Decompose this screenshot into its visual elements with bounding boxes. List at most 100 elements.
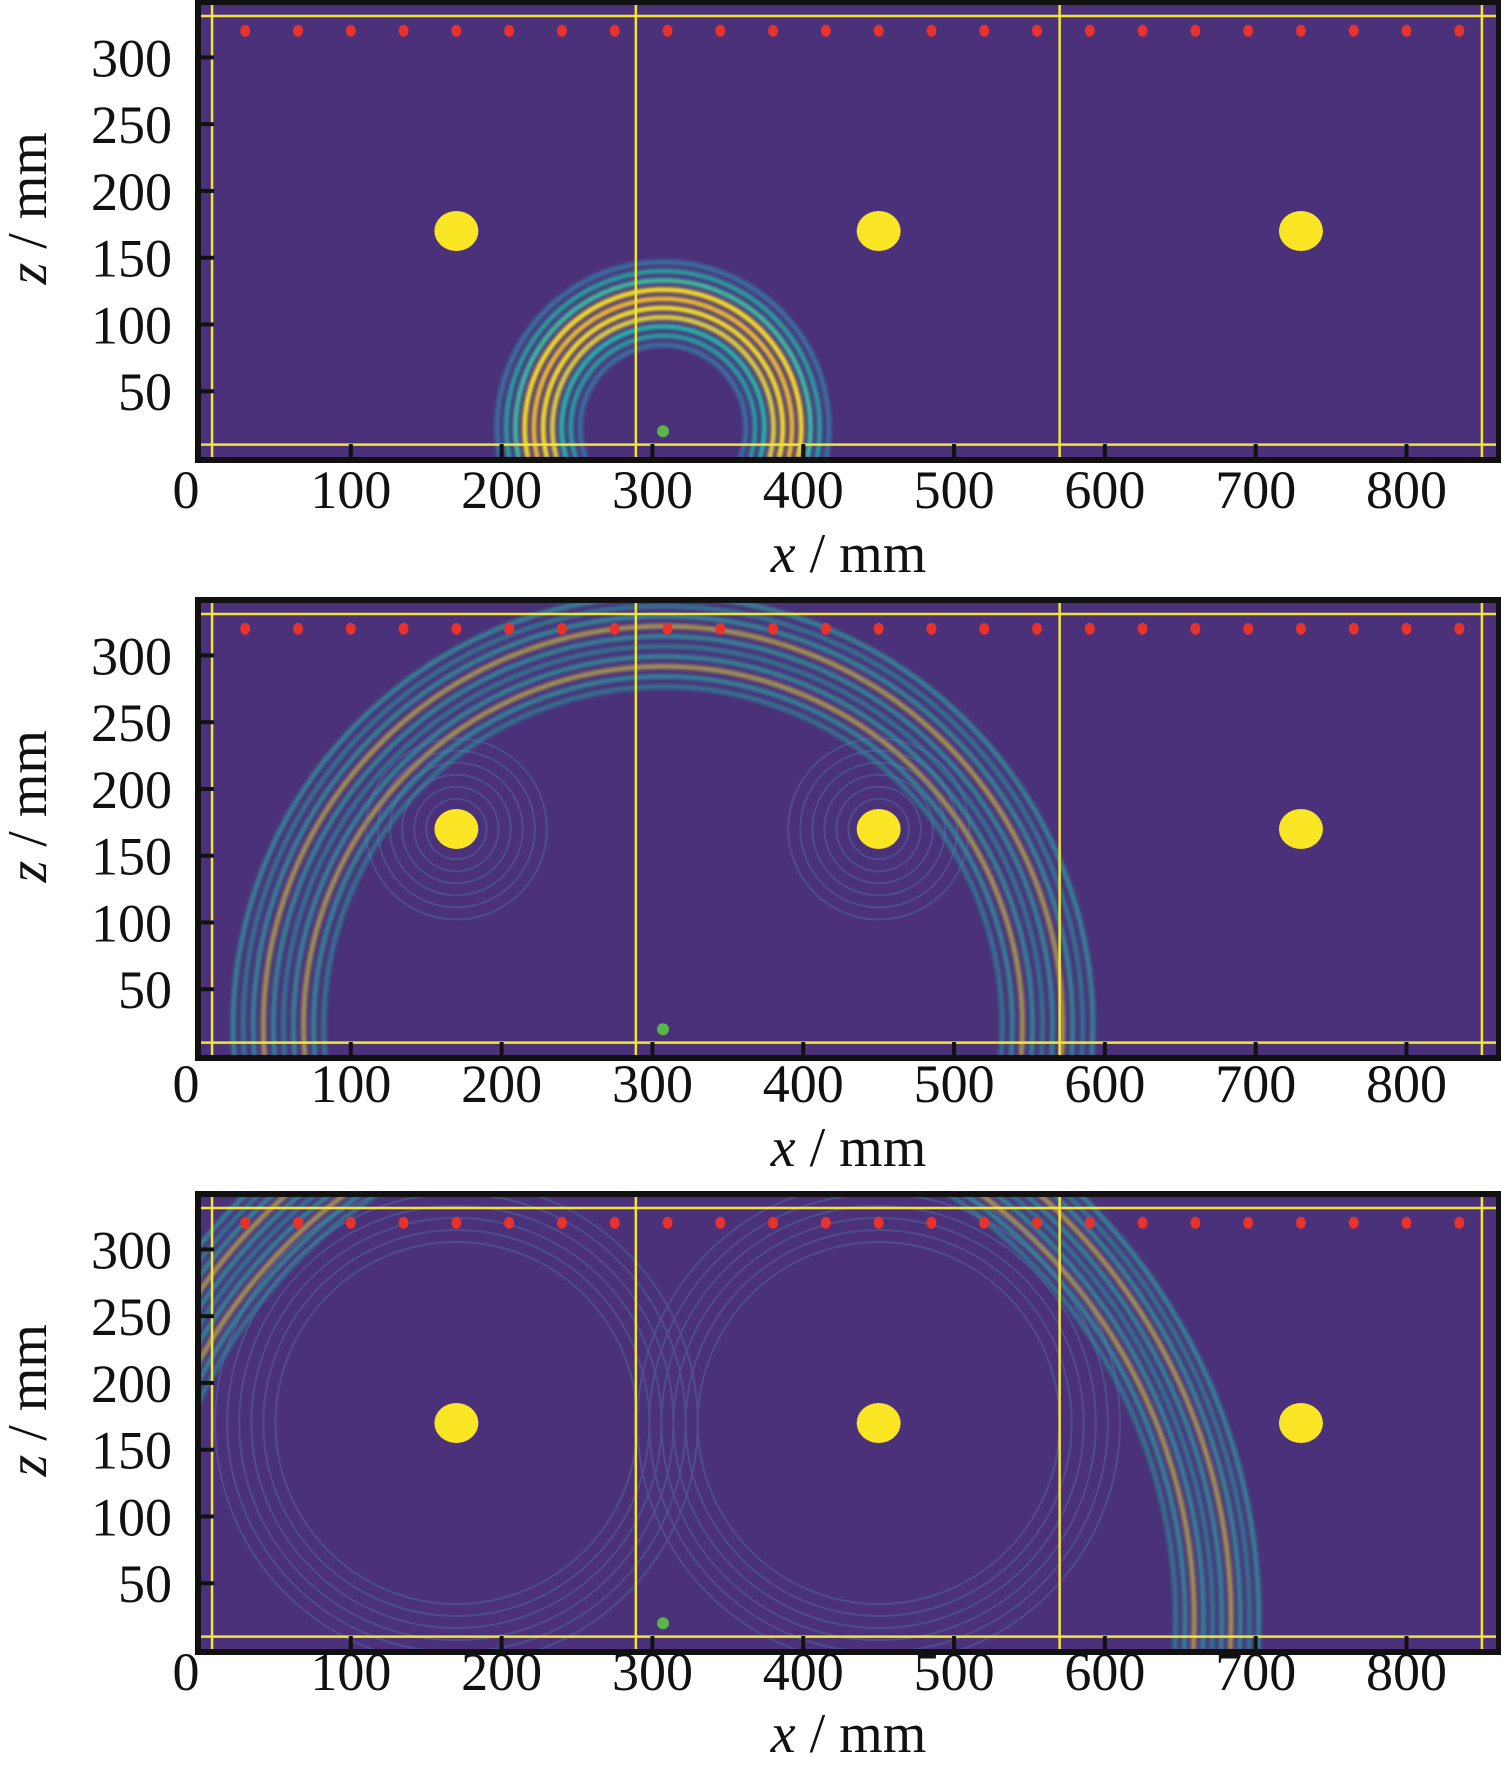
x-axis-unit: / mm <box>796 1703 927 1765</box>
wavefront-ring <box>200 1196 1179 1650</box>
scatterer <box>434 1403 479 1443</box>
receiver-dot <box>1454 1216 1465 1229</box>
scattered-ring <box>401 773 512 885</box>
y-axis-label: z / mm <box>0 1324 59 1477</box>
wavefront-ring <box>250 613 1076 1056</box>
scattered-ring <box>214 1196 699 1650</box>
receiver-dot <box>1084 24 1095 37</box>
receiver-dot <box>1348 622 1359 635</box>
y-tick-label: 150 <box>91 827 172 887</box>
wavefront-ring <box>301 663 1025 1056</box>
y-tick-label: 50 <box>118 1554 172 1614</box>
y-tick-label: 100 <box>91 893 172 953</box>
receiver-dot <box>609 1216 620 1229</box>
x-axis-label: x / mm <box>770 1703 927 1765</box>
receiver-dot <box>979 1216 990 1229</box>
receiver-dot <box>504 1216 515 1229</box>
wavefront-ring <box>494 259 832 458</box>
y-axis-label: z / mm <box>0 132 59 285</box>
wavefront-ring <box>503 268 823 458</box>
wavefront-ring <box>513 277 813 458</box>
x-axis-var: x <box>770 1117 796 1179</box>
receiver-dot <box>1032 622 1043 635</box>
wavefront-ring <box>559 323 767 458</box>
x-axis-var: x <box>770 523 796 585</box>
scattered-ring <box>787 737 971 921</box>
receiver-dot <box>398 1216 409 1229</box>
axes-frame <box>195 0 1501 463</box>
x-tick-label: 200 <box>461 1642 542 1702</box>
x-axis-unit: / mm <box>796 523 927 585</box>
x-tick-label: 0 <box>173 1054 200 1114</box>
scattered-ring <box>811 761 947 897</box>
y-tick-label: 100 <box>91 295 172 355</box>
scattered-ring <box>823 773 934 885</box>
scattered-ring <box>660 1204 1097 1642</box>
x-axis-var: x <box>770 1703 796 1765</box>
scattered-ring <box>262 1228 651 1618</box>
receiver-dot <box>293 24 304 37</box>
wavefront-ring <box>200 1196 1262 1650</box>
receiver-dot <box>451 24 462 37</box>
receiver-dot <box>1243 1216 1254 1229</box>
x-tick-label: 400 <box>763 1642 844 1702</box>
y-axis-unit: / mm <box>0 1324 59 1455</box>
receiver-dot <box>715 622 726 635</box>
x-tick-label: 0 <box>173 460 200 520</box>
receiver-dot <box>768 1216 779 1229</box>
wavefront-ring <box>200 1196 1225 1650</box>
receiver-dot <box>556 622 567 635</box>
receiver-dot <box>1295 622 1306 635</box>
x-tick-label: 700 <box>1215 460 1296 520</box>
axes-frame <box>195 597 1501 1061</box>
x-tick-label: 300 <box>612 1054 693 1114</box>
receiver-dot <box>820 1216 831 1229</box>
receiver-dot <box>1348 1216 1359 1229</box>
receiver-dot <box>662 1216 673 1229</box>
x-tick-label: 600 <box>1064 460 1145 520</box>
wavefront-ring <box>280 643 1046 1056</box>
scattered-ring <box>636 1196 1121 1650</box>
receiver-dot <box>1137 1216 1148 1229</box>
wavefront-ring <box>291 653 1035 1056</box>
wavefront-ring <box>549 314 777 458</box>
receiver-dot <box>293 1216 304 1229</box>
y-axis-var: z <box>0 861 59 884</box>
receiver-dot <box>1032 1216 1043 1229</box>
y-axis-unit: / mm <box>0 730 59 861</box>
x-tick-label: 100 <box>310 1642 391 1702</box>
x-tick-label: 400 <box>763 1054 844 1114</box>
x-tick-label: 200 <box>461 460 542 520</box>
receiver-dot <box>293 622 304 635</box>
receiver-dot <box>345 1216 356 1229</box>
wavefield <box>200 4 1497 458</box>
scattered-ring <box>835 785 922 873</box>
scattered-ring <box>413 785 500 873</box>
y-tick-label: 200 <box>91 162 172 222</box>
receiver-dot <box>398 24 409 37</box>
receiver-dot <box>820 622 831 635</box>
receiver-dot <box>1243 24 1254 37</box>
receiver-dot <box>926 622 937 635</box>
y-tick-label: 300 <box>91 626 172 686</box>
scattered-ring <box>226 1196 687 1650</box>
y-tick-label: 50 <box>118 362 172 422</box>
receiver-dot <box>979 622 990 635</box>
receiver-dot <box>1137 622 1148 635</box>
receiver-dot <box>1084 622 1095 635</box>
x-tick-label: 600 <box>1064 1642 1145 1702</box>
panel-2: 0 100 200 300 400 500 600 700 800501001502002503… <box>0 597 1501 1179</box>
x-tick-label: 0 <box>173 1642 200 1702</box>
x-tick-label: 300 <box>612 460 693 520</box>
panel-3: 0 100 200 300 400 500 600 700 800501001502002503… <box>0 1191 1501 1765</box>
receiver-dot <box>398 622 409 635</box>
wavefront-ring <box>230 602 1096 1056</box>
x-tick-label: 400 <box>763 460 844 520</box>
x-axis-label: x / mm <box>770 1117 927 1179</box>
scattered-ring <box>648 1196 1109 1650</box>
wavefront-ring <box>200 1196 1252 1650</box>
x-tick-label: 700 <box>1215 1054 1296 1114</box>
receiver-dot <box>1032 24 1043 37</box>
scatterer <box>1278 1403 1323 1443</box>
receiver-dot <box>1084 1216 1095 1229</box>
